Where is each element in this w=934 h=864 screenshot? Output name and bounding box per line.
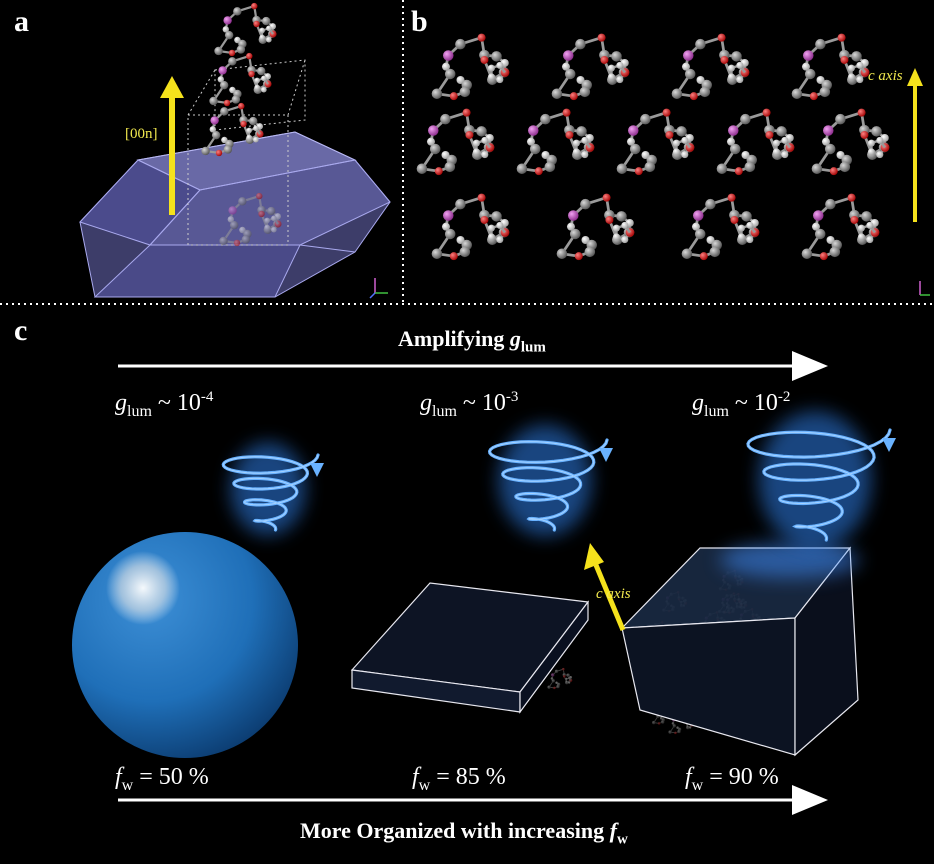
g-lum-stage-1: glum ~ 10-4 (115, 389, 214, 420)
c-axis-label-c: c axis (596, 586, 631, 602)
crystal-habit (79, 59, 391, 298)
arrow-00n (160, 76, 184, 215)
aggregate-sphere (72, 532, 298, 758)
crystal-block (620, 542, 860, 757)
cpl-spirals (221, 411, 896, 548)
fw-stage-1: fw = 50 % (115, 764, 209, 794)
panel-c-letter: c (14, 314, 28, 347)
g-lum-stage-3: glum ~ 10-2 (692, 389, 791, 420)
g-lum-stage-2: glum ~ 10-3 (420, 389, 519, 420)
axis-triad-a (369, 278, 388, 299)
axis-triad-b (919, 281, 930, 296)
panel-a-letter: a (14, 5, 29, 38)
arrow-c-axis-c (584, 543, 626, 631)
crystal-sheet (350, 582, 590, 714)
panel-b-letter: b (411, 5, 428, 38)
top-banner: Amplifying glum (398, 326, 546, 356)
arrow-c-axis-b (907, 68, 923, 222)
c-axis-label-b: c axis (868, 68, 903, 84)
fw-stage-3: fw = 90 % (685, 764, 779, 794)
arrow-00n-label: [00n] (125, 126, 158, 142)
fw-stage-2: fw = 85 % (412, 764, 506, 794)
bottom-banner: More Organized with increasing fw (300, 818, 628, 848)
